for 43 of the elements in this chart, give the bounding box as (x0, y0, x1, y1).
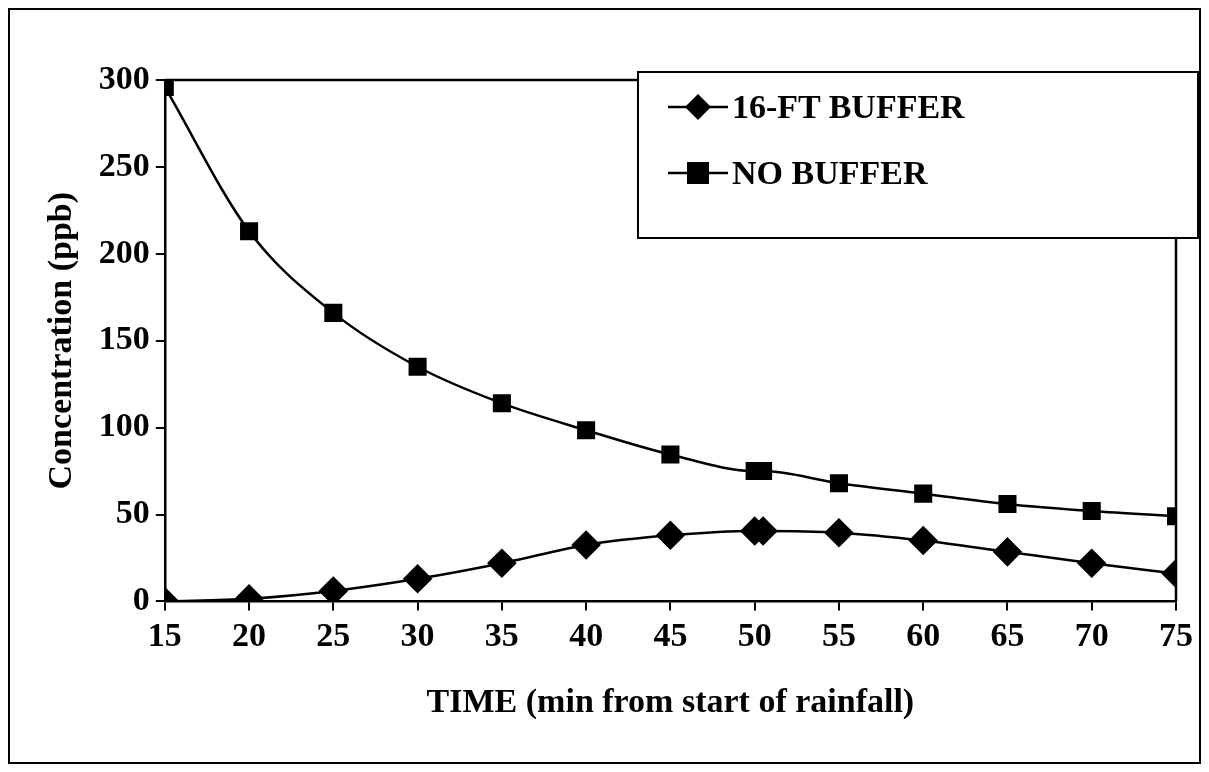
x-tick-label: 25 (316, 615, 351, 653)
point (577, 421, 596, 440)
x-tick-label: 15 (147, 615, 182, 653)
point (571, 530, 601, 560)
x-tick-label: 65 (990, 615, 1025, 653)
point (908, 526, 938, 555)
point (408, 357, 427, 376)
x-tick-label: 40 (569, 615, 604, 653)
point (824, 518, 854, 547)
y-tick-label: 150 (98, 319, 150, 357)
x-tick-label: 20 (232, 615, 267, 653)
y-tick-label: 50 (115, 493, 150, 531)
point (324, 303, 343, 322)
legend-label: NO BUFFER (732, 153, 928, 191)
x-tick-label: 60 (906, 615, 941, 653)
y-axis-title: Concentration (ppb) (41, 191, 80, 490)
point (656, 521, 685, 550)
point (403, 564, 432, 594)
point (240, 222, 259, 241)
point (829, 474, 848, 493)
point (998, 495, 1017, 514)
point (914, 484, 933, 503)
y-tick-label: 0 (132, 580, 150, 618)
legend-label: 16-FT BUFFER (732, 87, 966, 125)
x-tick-label: 75 (1159, 615, 1193, 653)
x-tick-label: 55 (821, 615, 856, 653)
y-tick-label: 200 (98, 232, 150, 270)
x-tick-label: 45 (653, 615, 688, 653)
y-tick-label: 100 (98, 406, 150, 444)
x-tick-label: 35 (484, 615, 519, 653)
x-axis-title: TIME (min from start of rainfall) (426, 682, 915, 721)
point (1082, 502, 1101, 521)
point (661, 445, 680, 464)
y-tick-label: 300 (98, 58, 150, 96)
x-tick-label: 70 (1074, 615, 1109, 653)
point (1077, 548, 1106, 578)
x-tick-label: 30 (400, 615, 435, 653)
point (319, 576, 348, 602)
point (993, 537, 1022, 567)
y-tick-label: 250 (98, 145, 150, 183)
x-tick-label: 50 (737, 615, 772, 653)
point (487, 548, 517, 578)
point (492, 394, 511, 413)
